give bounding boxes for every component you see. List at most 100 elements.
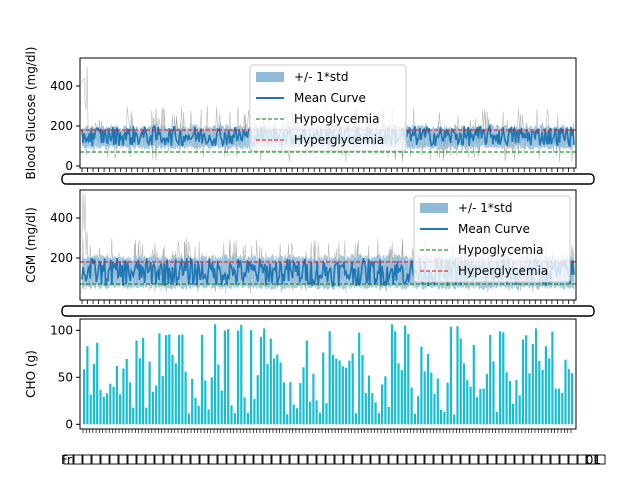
cho-x-first-label: Fri xyxy=(61,453,75,467)
cho-bar xyxy=(250,330,253,425)
cho-x-tick-label-overlap xyxy=(450,454,462,465)
cho-bar xyxy=(178,335,181,425)
cho-bar xyxy=(253,398,256,425)
cho-bar xyxy=(571,373,574,425)
cho-bar xyxy=(525,335,528,425)
bg-y-ticks: 0 200 400 xyxy=(50,79,80,173)
cgm-y-ticks: 200 400 xyxy=(50,211,80,265)
cho-bar xyxy=(83,369,86,425)
cho-y-ticks: 0 50 100 xyxy=(50,323,80,431)
cho-bar xyxy=(505,372,508,425)
cho-bar xyxy=(89,394,92,425)
cho-bar xyxy=(102,396,105,425)
cho-bar xyxy=(204,380,207,425)
cho-bar xyxy=(148,361,151,425)
cho-bar xyxy=(384,376,387,425)
cho-bar xyxy=(138,358,141,425)
cho-bar xyxy=(266,364,269,425)
cho-bar xyxy=(338,360,341,425)
cho-bar xyxy=(92,363,95,425)
cho-x-tick-label-overlap xyxy=(396,454,408,465)
cho-x-tick-label-overlap xyxy=(540,454,552,465)
cho-x-tick-label-overlap xyxy=(369,454,381,465)
cho-bar xyxy=(132,407,135,425)
cho-bar xyxy=(184,371,187,425)
cho-bar xyxy=(551,331,554,425)
cgm-legend: +/- 1*std Mean Curve Hypoglycemia Hyperg… xyxy=(413,195,571,283)
cgm-y-tick-label: 200 xyxy=(50,251,73,265)
cho-bar xyxy=(259,336,263,425)
cho-bar xyxy=(453,414,456,425)
cho-bar xyxy=(557,388,561,425)
cho-bar xyxy=(158,333,161,425)
cgm-legend-band-label: +/- 1*std xyxy=(458,201,512,215)
cho-bar xyxy=(105,393,109,425)
cho-x-tick-label-overlap xyxy=(72,454,84,465)
cgm-axes-frame xyxy=(79,189,577,301)
cho-bar xyxy=(361,355,364,425)
cho-plot-area xyxy=(83,324,574,425)
cho-bar xyxy=(109,383,112,425)
cho-bar xyxy=(187,413,190,425)
cho-bar xyxy=(122,368,125,425)
cho-bar xyxy=(482,388,485,425)
cho-x-tick-label-overlap xyxy=(270,454,282,465)
cho-bar xyxy=(538,361,541,425)
cho-bar xyxy=(433,393,436,425)
cho-x-tick-label-overlap xyxy=(279,454,291,465)
cho-bar xyxy=(112,386,115,425)
cho-x-tick-label-overlap xyxy=(261,454,273,465)
cho-x-tick-label-overlap xyxy=(288,454,300,465)
cho-bar xyxy=(286,414,289,425)
cho-x-tick-label-overlap xyxy=(486,454,498,465)
cho-x-tick-label-overlap xyxy=(378,454,390,465)
bg-y-tick-label: 400 xyxy=(50,79,73,93)
cho-bar xyxy=(476,397,479,425)
cho-x-tick-label-overlap xyxy=(360,454,372,465)
cho-bar xyxy=(472,345,475,425)
cho-x-tick-label-overlap xyxy=(252,454,264,465)
cho-bar xyxy=(417,396,420,425)
cho-bar xyxy=(479,389,482,425)
cho-bar xyxy=(404,325,407,425)
cho-bar xyxy=(223,330,226,425)
bg-legend-hyper-label: Hyperglycemia xyxy=(294,133,384,147)
cho-x-tick-label-overlap xyxy=(90,454,102,465)
cho-bar xyxy=(174,363,177,425)
cho-x-tick-label-overlap xyxy=(81,454,93,465)
cgm-y-axis-label: CGM (mg/dl) xyxy=(24,207,38,283)
cho-x-tick-label-overlap xyxy=(135,454,147,465)
cho-x-tick-label-overlap xyxy=(153,454,165,465)
cho-bar xyxy=(485,374,488,425)
cho-x-tick-label-overlap xyxy=(162,454,174,465)
cho-bar xyxy=(413,413,416,425)
cho-x-tick-label-overlap xyxy=(423,454,435,465)
cho-x-tick-label-overlap xyxy=(315,454,327,465)
cho-bar xyxy=(358,332,361,425)
cho-bar xyxy=(99,389,102,425)
cho-bar xyxy=(299,383,302,425)
cho-x-tick-label-overlap xyxy=(387,454,399,465)
cho-x-tick-label-overlap xyxy=(333,454,345,465)
cho-bar xyxy=(200,334,204,425)
cgm-panel: 200 400 CGM (mg/dl) +/- 1*std Mean Curve … xyxy=(24,189,595,317)
cho-bar xyxy=(282,382,285,425)
cho-bar xyxy=(508,380,511,425)
cho-bar xyxy=(243,397,246,425)
cho-bar xyxy=(492,361,495,425)
cho-x-tick-label-overlap xyxy=(297,454,309,465)
cho-bar xyxy=(567,369,570,425)
cho-bar xyxy=(515,380,518,425)
cho-x-tick-label-overlap xyxy=(144,454,156,465)
cho-panel: 0 50 100 CHO (g) Fri 01 xyxy=(24,318,606,467)
cho-x-tick-label-overlap xyxy=(351,454,363,465)
cho-bar xyxy=(151,391,154,425)
cho-bar xyxy=(217,364,220,425)
cho-x-tick-label-overlap xyxy=(504,454,516,465)
cho-bar xyxy=(469,387,472,425)
cho-x-tick-label-overlap xyxy=(180,454,192,465)
cgm-legend-mean-label: Mean Curve xyxy=(458,222,530,236)
cho-bar xyxy=(498,331,502,425)
cho-bar xyxy=(531,344,534,425)
cho-bar xyxy=(191,378,194,425)
